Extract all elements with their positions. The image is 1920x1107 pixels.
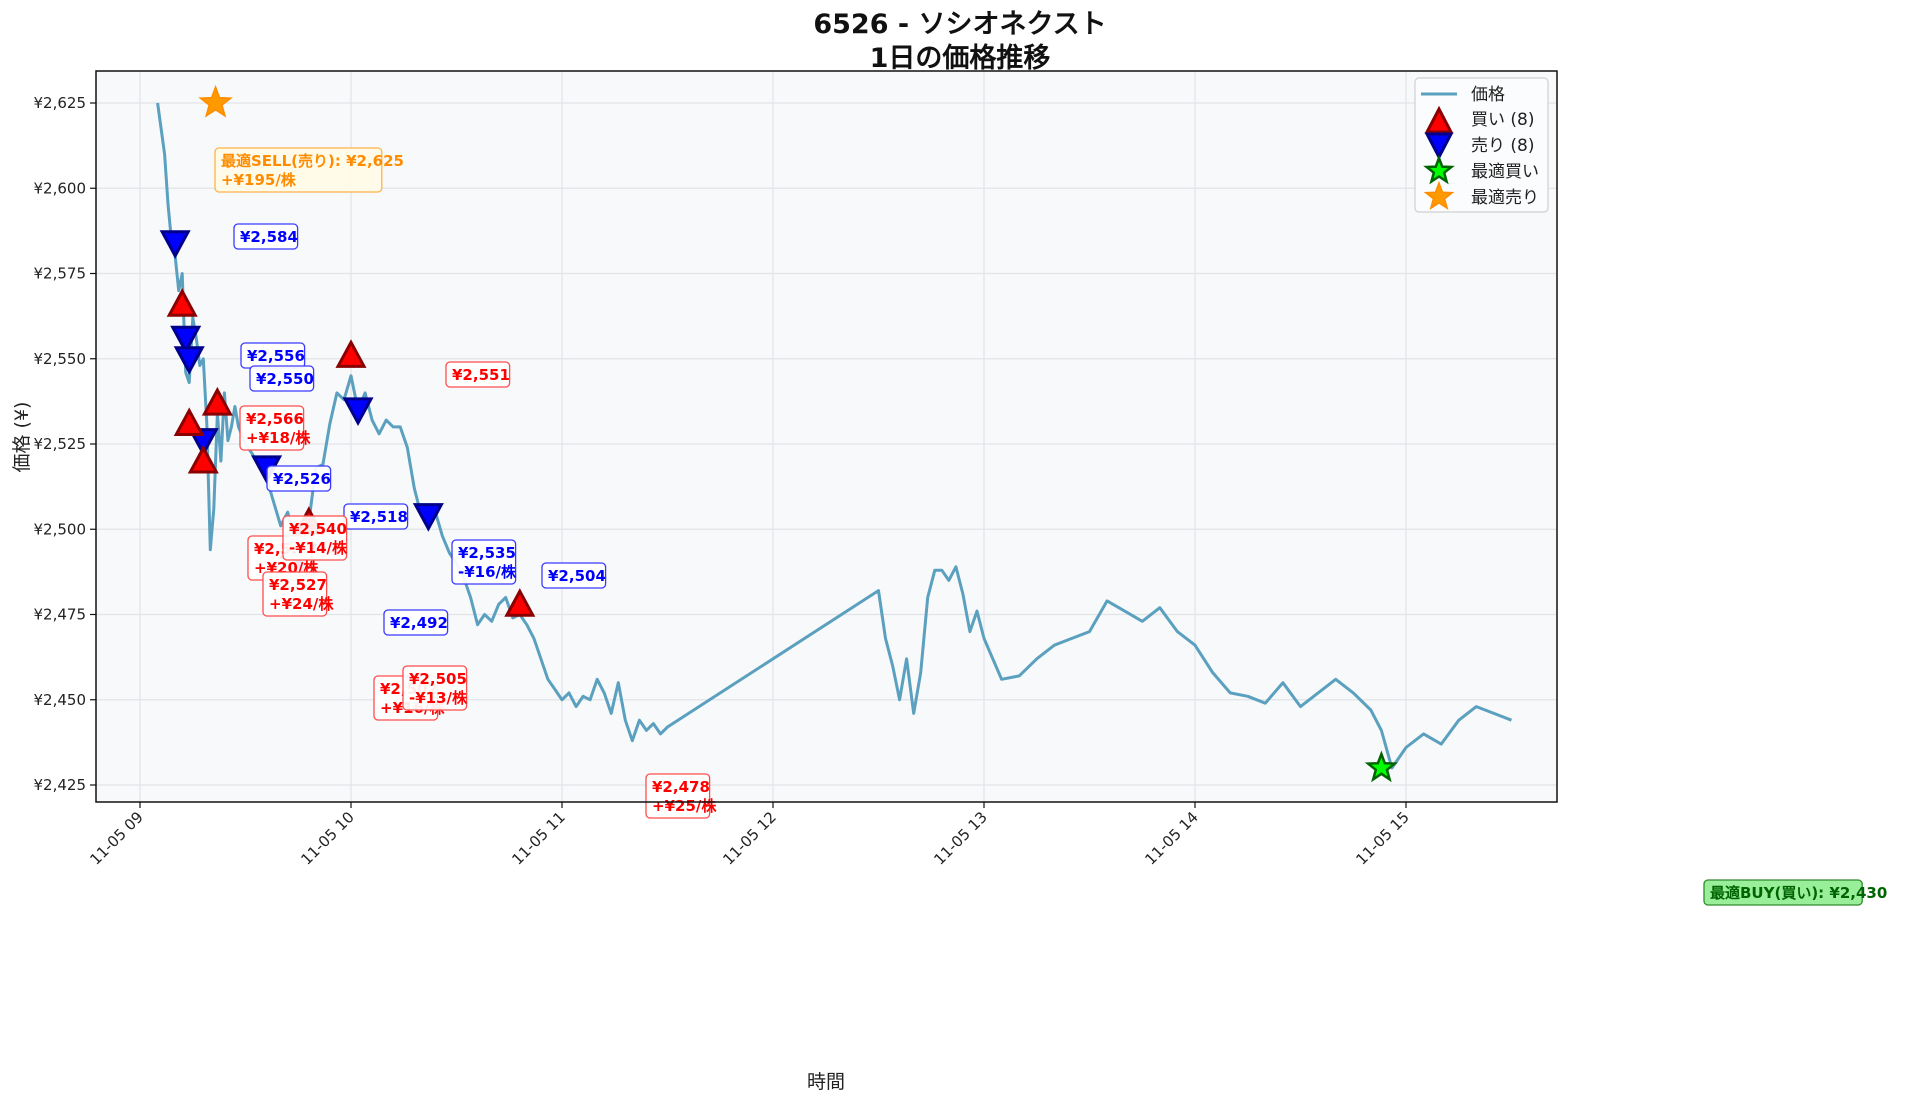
buy-marker-icon <box>173 407 205 437</box>
chart-title-line2: 1日の価格推移 <box>869 43 1051 74</box>
x-tick-label: 11-05 10 <box>297 808 357 868</box>
x-tick-label: 11-05 14 <box>1141 808 1201 868</box>
legend-price: 価格 <box>1471 85 1505 105</box>
price-polyline <box>156 102 1513 770</box>
x-tick-label: 11-05 13 <box>930 808 990 868</box>
svg-text:¥2,540: ¥2,540 <box>289 520 347 538</box>
chart-title-line1: 6526 - ソシオネクスト <box>813 9 1107 40</box>
y-tick-label: ¥2,425 <box>34 776 87 794</box>
svg-text:¥2,566: ¥2,566 <box>246 410 304 428</box>
x-tick-label: 11-05 12 <box>719 808 779 868</box>
x-axis: 11-05 09 11-05 10 11-05 11 11-05 12 11-05 13… <box>86 802 1413 869</box>
sell-label: ¥2,526 <box>266 465 332 492</box>
svg-text:+¥18/株: +¥18/株 <box>246 429 311 447</box>
x-tick-label: 11-05 09 <box>86 808 146 868</box>
y-tick-label: ¥2,575 <box>34 265 87 283</box>
svg-text:-¥14/株: -¥14/株 <box>289 539 348 557</box>
y-tick-label: ¥2,625 <box>34 94 87 112</box>
svg-text:¥2,526: ¥2,526 <box>273 470 331 488</box>
legend-buy: 買い (8) <box>1471 110 1534 130</box>
svg-text:¥2,550: ¥2,550 <box>256 370 314 388</box>
buy-label: ¥2,505-¥13/株 <box>402 665 468 711</box>
svg-text:最適SELL(売り): ¥2,625: 最適SELL(売り): ¥2,625 <box>221 152 404 170</box>
buy-label: ¥2,566+¥18/株 <box>239 405 311 451</box>
best-buy-label: 最適BUY(買い): ¥2,430 <box>1703 879 1887 906</box>
sell-label: ¥2,504 <box>541 562 607 589</box>
chart-title: 6526 - ソシオネクスト 1日の価格推移 <box>0 8 1920 76</box>
buy-label: ¥2,478+¥25/株 <box>645 773 717 819</box>
svg-text:+¥25/株: +¥25/株 <box>652 797 717 815</box>
annotations: ¥2,584 ¥2,556 ¥2,550 ¥2,526 ¥2,518 ¥2,492 ¥2,5… <box>214 147 1887 906</box>
buy-marker-icon <box>187 444 219 474</box>
sell-label: ¥2,556 <box>240 342 306 369</box>
svg-text:最適BUY(買い): ¥2,430: 最適BUY(買い): ¥2,430 <box>1710 884 1887 902</box>
best-buy-star-icon <box>1423 154 1455 185</box>
y-axis-label: 価格 (¥) <box>11 402 33 473</box>
svg-text:¥2,551: ¥2,551 <box>452 366 510 384</box>
buy-label: ¥2,551 <box>445 361 511 388</box>
legend: 価格 買い (8) 売り (8) 最適買い 最適売り <box>1414 77 1549 213</box>
svg-text:¥2,556: ¥2,556 <box>247 347 305 365</box>
y-tick-label: ¥2,525 <box>34 435 87 453</box>
svg-text:-¥16/株: -¥16/株 <box>458 563 517 581</box>
sell-label: ¥2,550 <box>249 365 315 392</box>
plot-frame <box>95 70 1558 803</box>
y-tick-label: ¥2,500 <box>34 520 87 538</box>
buy-label: ¥2,540-¥14/株 <box>282 515 348 561</box>
x-axis-label: 時間 <box>807 1071 845 1093</box>
sell-label: ¥2,584 <box>233 223 299 250</box>
best-sell-label: 最適SELL(売り): ¥2,625+¥195/株 <box>214 147 404 193</box>
svg-text:+¥24/株: +¥24/株 <box>269 595 334 613</box>
buy-marker-icon <box>504 588 536 617</box>
buy-marker-icon <box>166 288 198 317</box>
legend-best-buy: 最適買い <box>1471 162 1539 182</box>
sell-label: ¥2,492 <box>383 609 449 636</box>
x-tick-label: 11-05 11 <box>508 808 568 868</box>
y-axis: ¥2,625 ¥2,600 ¥2,575 ¥2,550 ¥2,525 ¥2,500 ¥2,4… <box>34 94 96 794</box>
buy-triangle-icon <box>1424 105 1454 134</box>
best-sell-star-icon <box>198 84 233 118</box>
plot-area <box>96 71 1557 802</box>
price-line <box>156 102 1513 770</box>
svg-text:¥2,478: ¥2,478 <box>652 778 710 796</box>
svg-text:-¥13/株: -¥13/株 <box>409 689 468 707</box>
sell-triangle-icon <box>1424 132 1454 161</box>
best-sell-star-icon <box>1423 180 1455 211</box>
svg-text:¥2,584: ¥2,584 <box>240 228 298 246</box>
legend-best-sell: 最適売り <box>1471 188 1539 208</box>
svg-text:¥2,527: ¥2,527 <box>269 576 327 594</box>
y-tick-label: ¥2,475 <box>34 606 87 624</box>
best-buy-star-icon <box>1364 750 1399 783</box>
sell-label: ¥2,535-¥16/株 <box>451 539 517 585</box>
svg-text:¥2,505: ¥2,505 <box>409 670 467 688</box>
svg-text:¥2,535: ¥2,535 <box>458 544 516 562</box>
sell-marker-icon <box>159 230 191 259</box>
legend-box <box>1414 77 1549 213</box>
y-tick-label: ¥2,600 <box>34 179 87 197</box>
buy-marker-icon <box>201 386 233 416</box>
sell-label: ¥2,518 <box>343 503 409 530</box>
sell-marker-icon <box>170 325 202 355</box>
legend-sell: 売り (8) <box>1471 136 1534 156</box>
x-tick-label: 11-05 15 <box>1352 808 1412 868</box>
y-tick-label: ¥2,450 <box>34 691 87 709</box>
y-tick-label: ¥2,550 <box>34 350 87 368</box>
svg-text:+¥195/株: +¥195/株 <box>221 171 297 189</box>
svg-text:¥2,492: ¥2,492 <box>390 614 448 632</box>
svg-text:¥2,504: ¥2,504 <box>548 567 606 585</box>
buy-label: ¥2,527+¥24/株 <box>262 571 334 617</box>
sell-marker-icon <box>412 503 444 532</box>
buy-marker-icon <box>335 339 367 368</box>
sell-marker-icon <box>173 346 205 375</box>
svg-text:¥2,518: ¥2,518 <box>350 508 408 526</box>
sell-marker-icon <box>342 397 374 427</box>
